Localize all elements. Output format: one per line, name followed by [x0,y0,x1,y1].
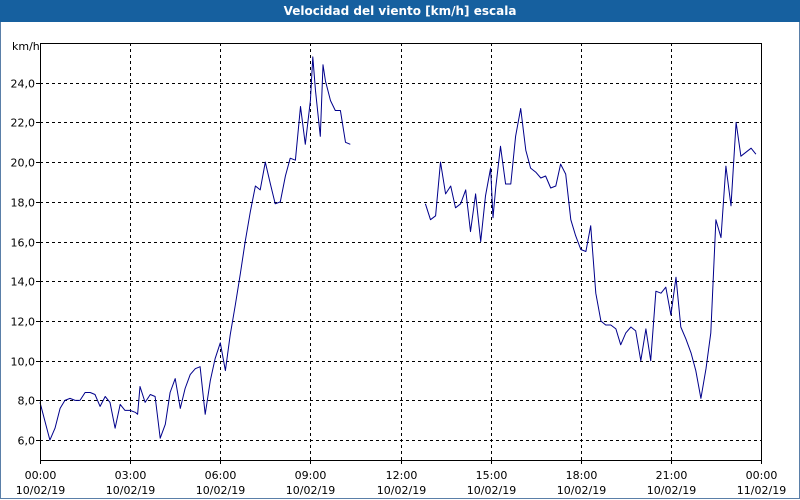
plot-frame [40,43,762,461]
wind-speed-line [424,108,757,399]
wind-speed-line [39,56,351,441]
y-axis-ticks: 6,0 8,0 10,0 12,0 14,0 16,0 18,0 20,0 22,0 24,0 [11,78,40,448]
chart-grid [40,43,761,460]
x-tick-time: 21:00 [656,469,688,482]
x-tick-date: 10/02/19 [16,484,65,497]
chart-title: Velocidad del viento [km/h] escala [0,0,800,22]
y-axis-unit-label: km/h [12,40,40,53]
chart-panel [0,22,800,499]
x-tick-date: 10/02/19 [557,484,606,497]
x-tick-time: 00:00 [25,469,57,482]
x-tick-date: 10/02/19 [106,484,155,497]
y-tick-label: 6,0 [18,435,36,448]
x-tick-date: 10/02/19 [377,484,426,497]
y-tick-label: 24,0 [11,78,36,91]
x-tick-date: 10/02/19 [286,484,335,497]
y-tick-label: 12,0 [11,316,36,329]
y-tick-label: 14,0 [11,276,36,289]
x-tick-date: 11/02/19 [737,484,786,497]
x-tick-time: 09:00 [295,469,327,482]
x-tick-time: 15:00 [476,469,508,482]
x-tick-time: 12:00 [386,469,418,482]
y-tick-label: 20,0 [11,157,36,170]
y-tick-label: 16,0 [11,237,36,250]
y-tick-label: 22,0 [11,117,36,130]
x-tick-time: 03:00 [115,469,147,482]
x-axis-ticks: 00:00 10/02/19 03:00 10/02/19 06:00 10/02/19 0… [16,460,786,497]
x-tick-time: 00:00 [746,469,778,482]
y-tick-label: 8,0 [18,395,36,408]
x-tick-date: 10/02/19 [196,484,245,497]
y-tick-label: 10,0 [11,356,36,369]
x-tick-time: 06:00 [205,469,237,482]
x-tick-time: 18:00 [566,469,598,482]
data-series [39,56,757,441]
x-tick-date: 10/02/19 [647,484,696,497]
y-tick-label: 18,0 [11,197,36,210]
x-tick-date: 10/02/19 [467,484,516,497]
